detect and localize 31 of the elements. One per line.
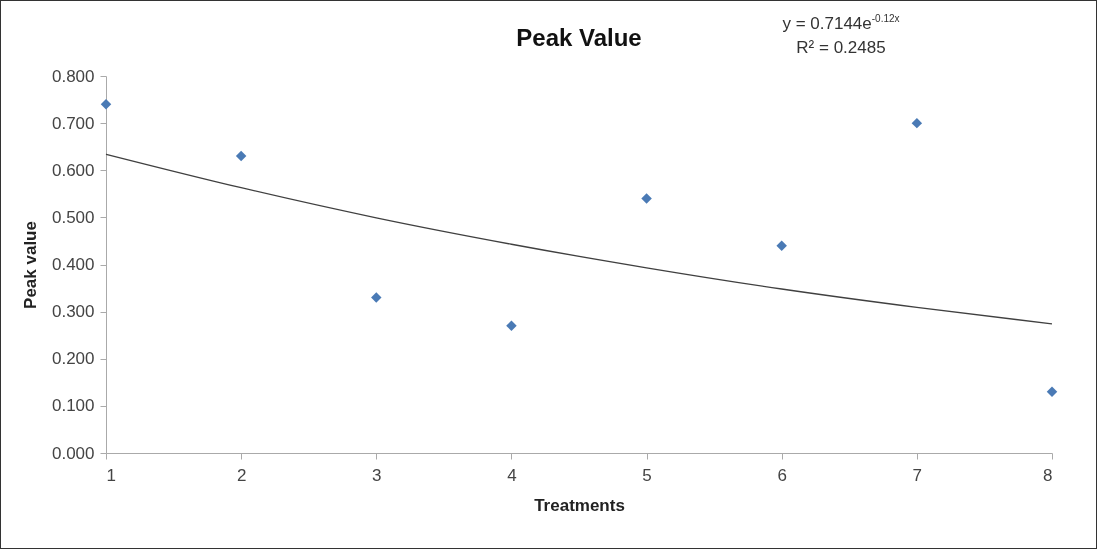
y-tick-label: 0.500 xyxy=(51,207,95,227)
line-series xyxy=(105,153,1053,325)
x-tick-label: 7 xyxy=(912,465,923,485)
point xyxy=(641,193,652,204)
point xyxy=(776,240,787,251)
x-tick-label: 6 xyxy=(777,465,787,485)
y-tick-label: 0.700 xyxy=(51,113,95,133)
x-tick-label: 8 xyxy=(1043,465,1053,485)
y-tick-label: 0.100 xyxy=(51,396,95,416)
point xyxy=(371,292,382,303)
x-tick-label: 2 xyxy=(236,465,247,485)
x-tick-label: 1 xyxy=(106,465,116,485)
y-tick-label: 0.800 xyxy=(51,66,95,86)
y-tick-label: 0.300 xyxy=(51,302,95,322)
point xyxy=(100,99,112,110)
x-axis-title: Treatments xyxy=(534,495,625,515)
x-tick-label: 4 xyxy=(507,465,517,485)
point xyxy=(235,150,247,162)
point xyxy=(1046,386,1058,397)
y-tick-label: 0.600 xyxy=(51,160,95,180)
point xyxy=(506,320,517,332)
x-tick-label: 3 xyxy=(372,465,382,485)
y-axis-title: Peak value xyxy=(20,221,40,309)
y-tick-label: 0.000 xyxy=(51,443,95,463)
x-tick-label: 5 xyxy=(642,465,652,485)
y-tick-label: 0.400 xyxy=(51,255,95,274)
text: R² = 0.2485 xyxy=(795,36,887,59)
text: y = 0.7144e$^{-0.12x}$ xyxy=(781,12,901,35)
point xyxy=(911,117,923,129)
chart-title: Peak Value xyxy=(516,24,642,51)
y-tick-label: 0.200 xyxy=(51,349,95,369)
